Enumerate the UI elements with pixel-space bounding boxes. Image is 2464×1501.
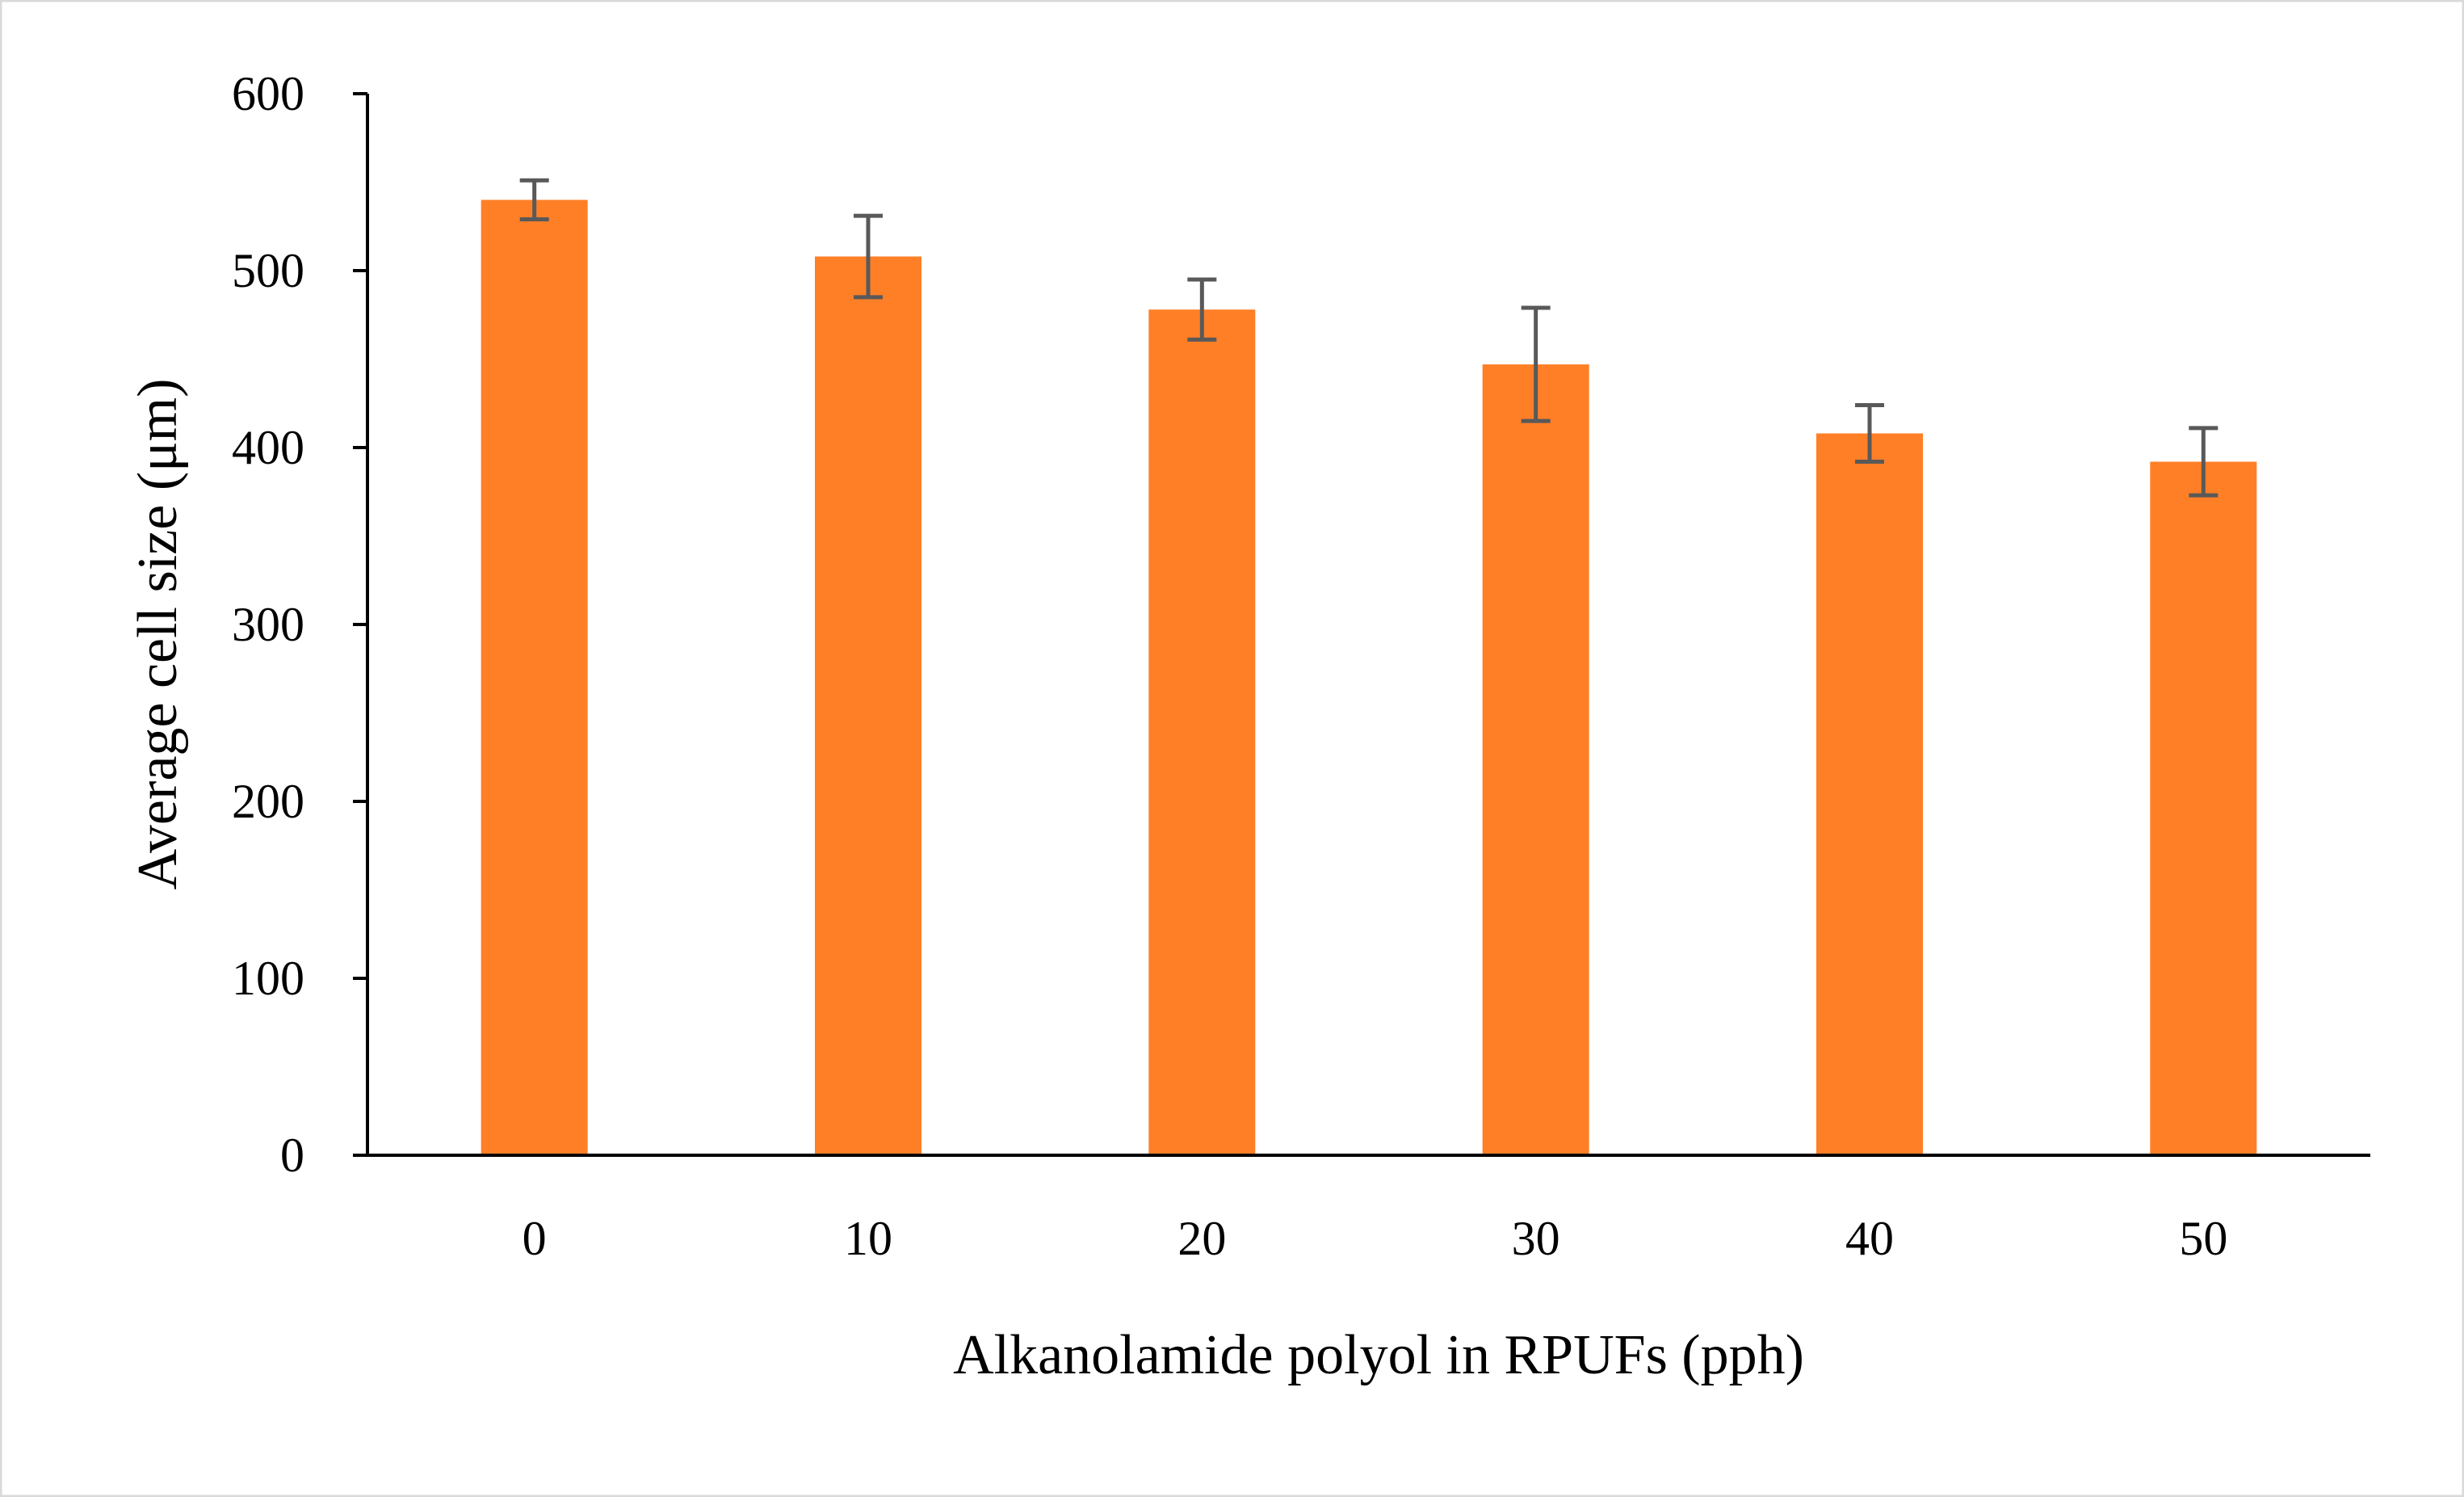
x-ticks: 0 10 20 30 40 50	[523, 1212, 2228, 1265]
bars-layer	[481, 200, 2257, 1156]
x-tick-label: 10	[844, 1212, 892, 1265]
y-tick-label: 300	[232, 598, 304, 651]
y-tick-label: 100	[232, 952, 304, 1005]
x-tick-label: 20	[1177, 1212, 1226, 1265]
error-bar	[519, 178, 549, 221]
y-tick-label: 500	[232, 244, 304, 297]
y-tick-label: 200	[232, 775, 304, 828]
x-tick-label: 50	[2179, 1212, 2227, 1265]
error-bar	[2189, 426, 2218, 498]
bar	[481, 200, 588, 1155]
bar	[1482, 364, 1589, 1155]
x-axis-title: Alkanolamide polyol in RPUFs (pph)	[953, 1324, 1804, 1386]
bar	[1816, 433, 1923, 1155]
error-bar	[1187, 277, 1217, 342]
x-tick-label: 40	[1845, 1212, 1894, 1265]
y-tick-label: 600	[232, 67, 304, 120]
error-bar	[1855, 402, 1884, 465]
y-axis-title: Average cell size (μm)	[127, 379, 189, 890]
y-ticks: 0 100 200 300 400 500 600	[232, 67, 367, 1182]
x-tick-label: 0	[523, 1212, 547, 1265]
bar	[815, 256, 921, 1156]
bar	[1148, 309, 1256, 1156]
error-bars-layer	[519, 178, 2218, 498]
x-tick-label: 30	[1512, 1212, 1560, 1265]
error-bar	[854, 213, 883, 300]
y-tick-label: 0	[280, 1129, 304, 1182]
error-bar	[1521, 305, 1551, 423]
bar	[2150, 461, 2257, 1155]
y-tick-label: 400	[232, 421, 304, 474]
